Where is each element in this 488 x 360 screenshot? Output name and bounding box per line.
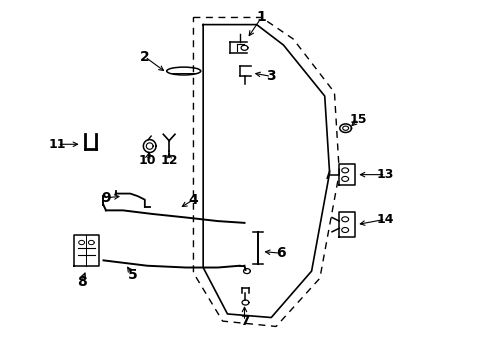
Text: 11: 11 [48, 138, 66, 151]
Text: 4: 4 [188, 193, 198, 207]
Text: 10: 10 [138, 154, 156, 167]
Text: 2: 2 [140, 50, 149, 64]
Text: 5: 5 [127, 268, 137, 282]
Text: 7: 7 [239, 314, 249, 328]
Text: 6: 6 [276, 246, 285, 260]
Text: 8: 8 [77, 275, 86, 289]
Text: 3: 3 [266, 69, 276, 84]
Text: 15: 15 [349, 113, 367, 126]
Text: 14: 14 [376, 213, 393, 226]
Text: 13: 13 [376, 168, 393, 181]
Text: 1: 1 [256, 10, 266, 24]
Text: 9: 9 [101, 191, 110, 205]
Text: 12: 12 [160, 154, 178, 167]
